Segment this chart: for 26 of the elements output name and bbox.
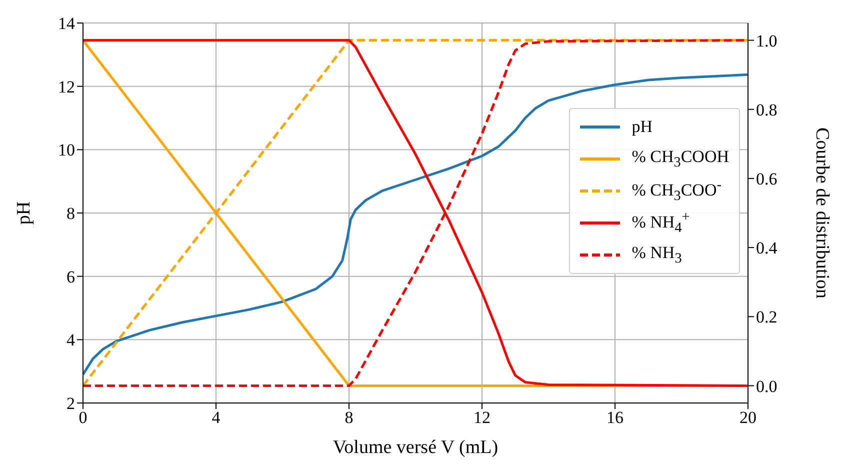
x-tick-label: 16	[606, 408, 624, 428]
y-tick-label: 8	[66, 204, 75, 224]
legend-label: % CH$_{3}$COO$^{-}$	[632, 176, 722, 206]
y2-tick-label: 0.0	[756, 376, 778, 396]
y2-tick-label: 0.2	[756, 308, 778, 327]
x-tick-label: 4	[212, 408, 221, 428]
y-tick-label: 2	[66, 394, 75, 414]
x-tick-label: 20	[740, 408, 756, 428]
y-tick-label: 14	[58, 14, 76, 34]
x-axis-title: Volume versé V (mL)	[332, 437, 498, 458]
x-tick-label: 8	[344, 408, 354, 428]
legend-label: % CH$_{3}$COOH	[632, 146, 729, 172]
y2-tick-label: 1.0	[756, 31, 778, 50]
y2-axis-title: Courbe de distribution	[811, 128, 832, 299]
y2-tick-label: 0.6	[756, 169, 778, 188]
y-axis-title: pH	[14, 201, 35, 225]
legend-label: % NH$_{3}$	[632, 242, 682, 268]
x-tick-label: 0	[78, 408, 88, 428]
y2-tick-label: 0.8	[756, 100, 778, 120]
y-tick-label: 6	[66, 267, 75, 286]
y-tick-label: 12	[58, 77, 75, 96]
x-tick-label: 12	[474, 408, 490, 428]
y-tick-label: 10	[58, 140, 75, 160]
y2-tick-label: 0.4	[756, 238, 778, 258]
legend-label: pH	[632, 117, 652, 137]
y-tick-label: 4	[66, 330, 76, 350]
